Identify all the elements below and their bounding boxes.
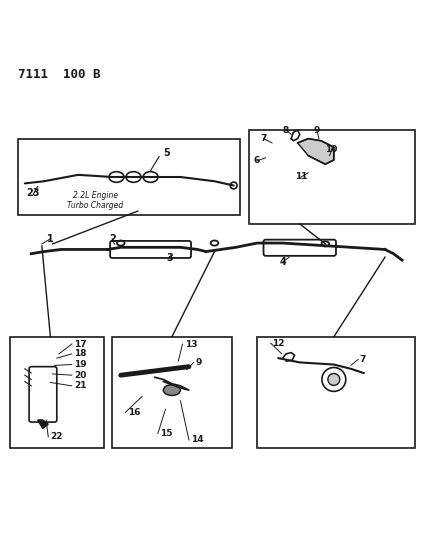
Bar [257, 337, 415, 448]
Text: 18: 18 [74, 349, 86, 358]
Text: 4: 4 [279, 257, 286, 267]
FancyBboxPatch shape [29, 367, 57, 422]
Bar [10, 337, 104, 448]
Text: 2.2L Engine
Turbo Charged: 2.2L Engine Turbo Charged [67, 191, 123, 210]
Text: 8: 8 [283, 126, 289, 135]
Text: 13: 13 [184, 340, 197, 349]
Text: 2: 2 [109, 234, 115, 244]
Text: 20: 20 [74, 370, 86, 379]
Text: 17: 17 [74, 340, 87, 349]
Text: 1: 1 [47, 234, 54, 244]
Text: 9: 9 [196, 358, 202, 367]
Text: 14: 14 [191, 435, 204, 445]
Text: 5: 5 [163, 148, 170, 158]
FancyBboxPatch shape [110, 241, 191, 258]
Ellipse shape [163, 385, 181, 395]
Text: 11: 11 [295, 173, 307, 182]
Text: 21: 21 [74, 381, 86, 390]
Text: 6: 6 [254, 156, 260, 165]
Text: 3: 3 [166, 253, 173, 263]
Text: 9: 9 [314, 126, 320, 135]
Circle shape [328, 374, 340, 385]
Circle shape [322, 368, 346, 391]
FancyBboxPatch shape [263, 240, 336, 256]
Text: 22: 22 [50, 432, 63, 441]
Text: 19: 19 [74, 360, 87, 369]
Polygon shape [38, 420, 48, 429]
Text: 7: 7 [360, 355, 366, 364]
Text: 23: 23 [26, 188, 39, 198]
Text: 10: 10 [326, 145, 338, 154]
Text: 12: 12 [272, 338, 284, 348]
Text: 15: 15 [160, 429, 172, 438]
Bar [18, 139, 240, 215]
Polygon shape [298, 139, 334, 164]
Text: 7: 7 [260, 134, 267, 143]
Bar [248, 130, 415, 224]
Text: 7111  100 B: 7111 100 B [18, 68, 101, 82]
Bar [112, 337, 232, 448]
Text: 16: 16 [127, 408, 140, 417]
